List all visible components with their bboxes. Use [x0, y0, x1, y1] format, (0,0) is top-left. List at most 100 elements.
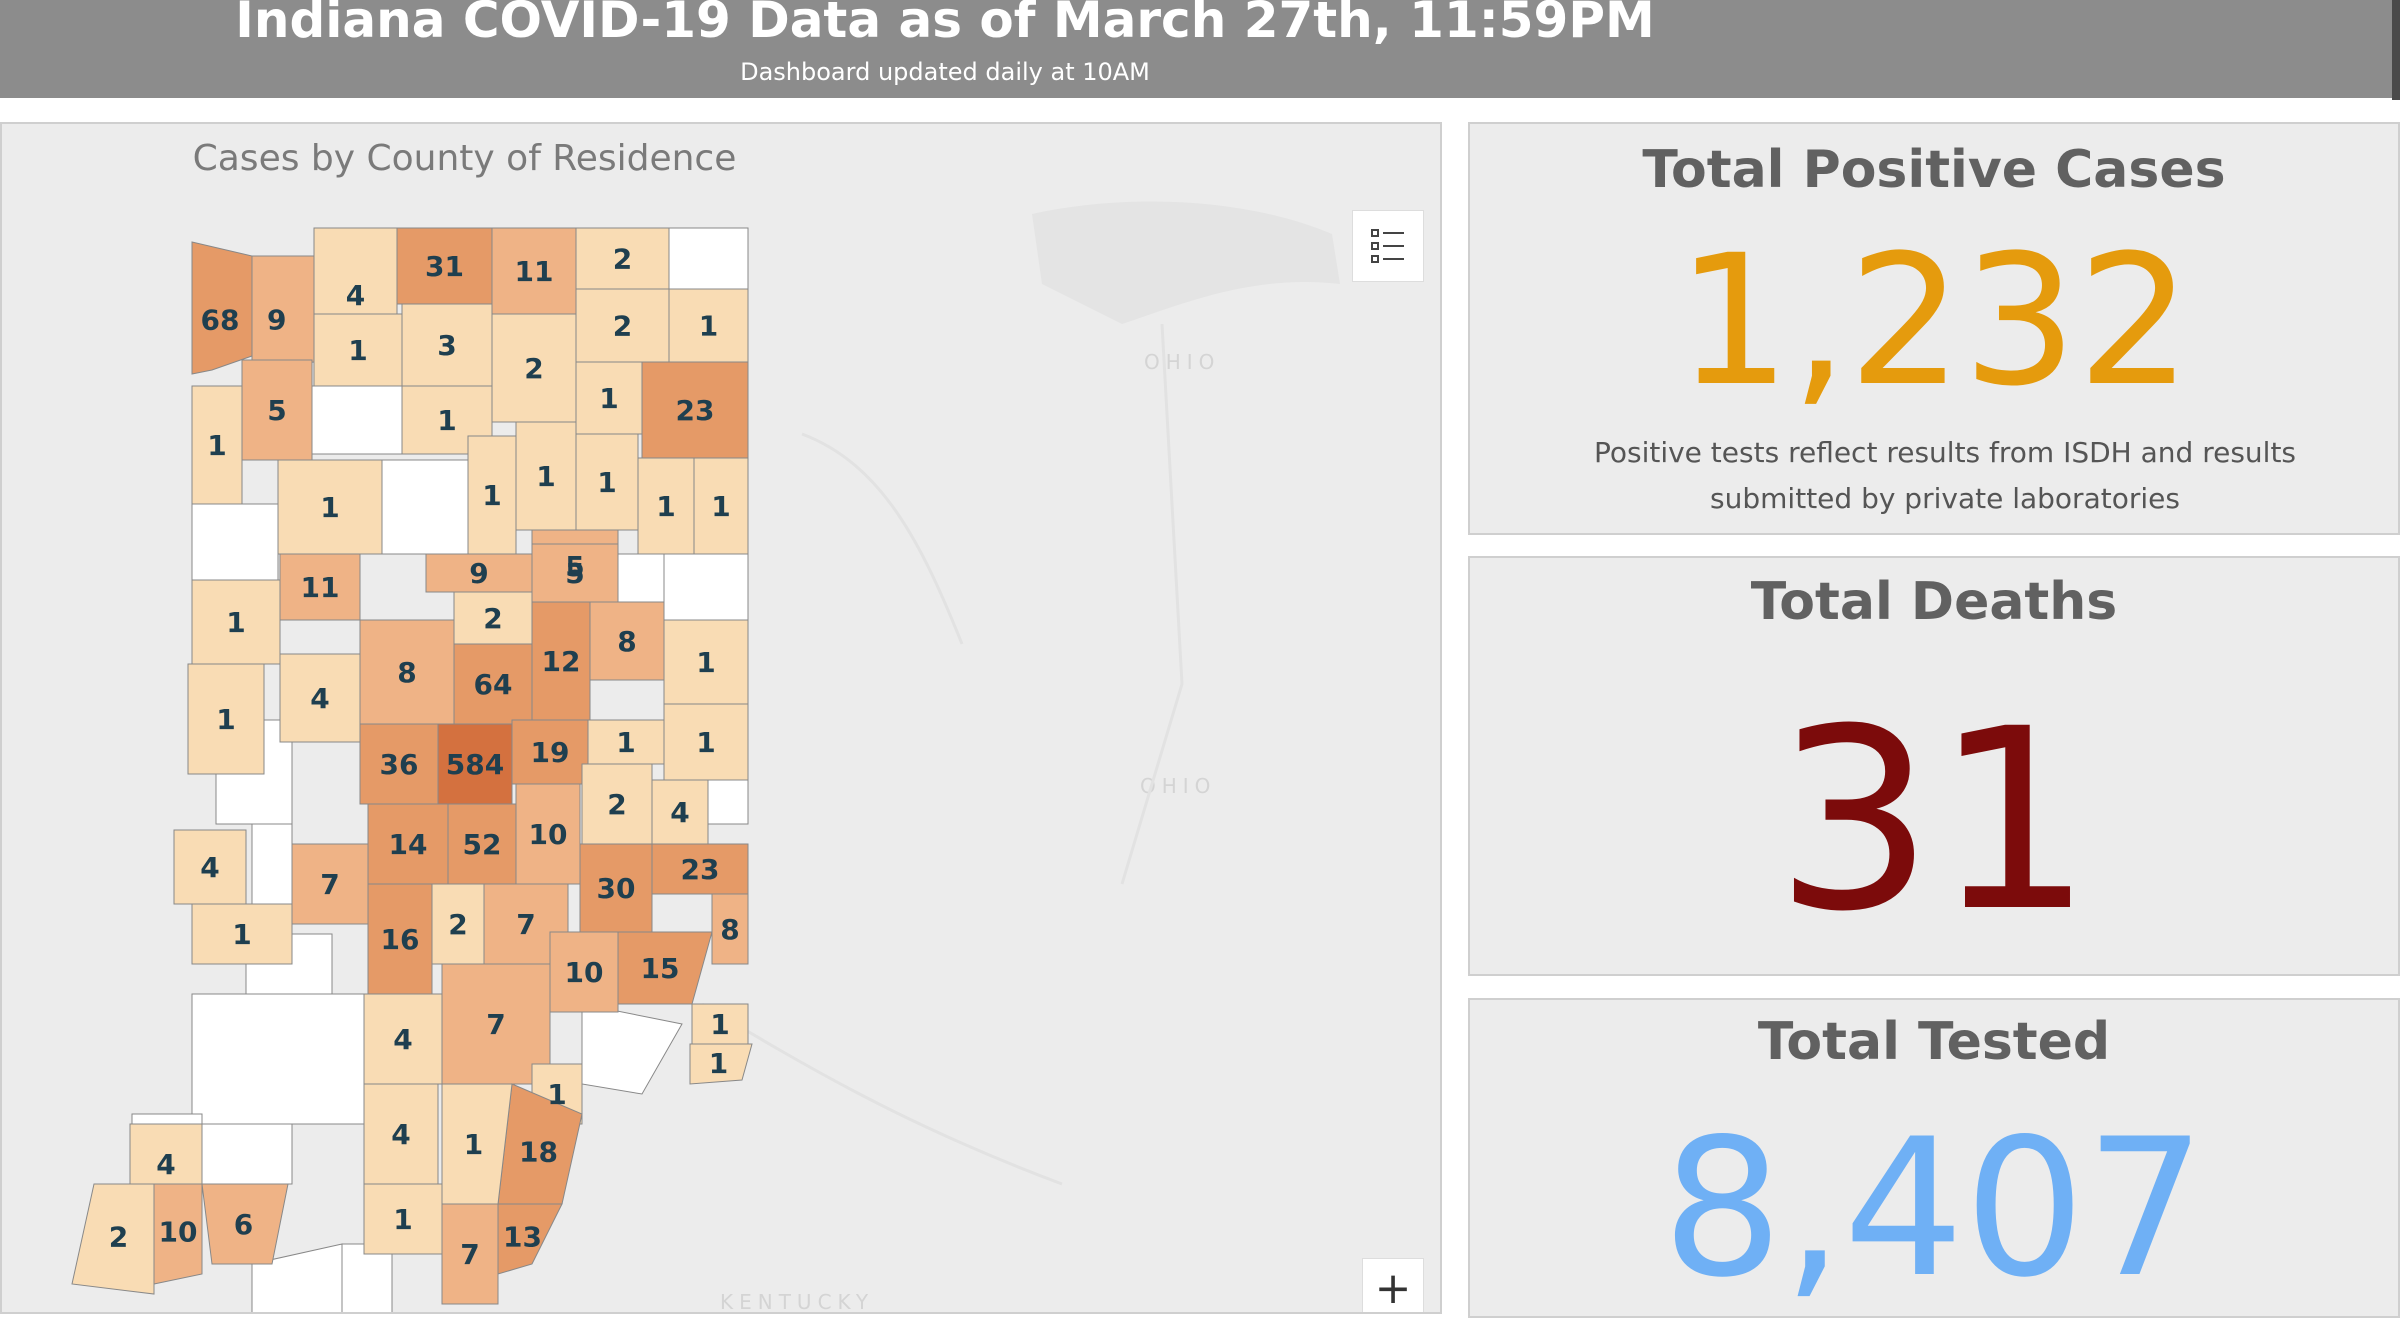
- county-case-count: 14: [389, 828, 428, 861]
- deaths-title: Total Deaths: [1750, 572, 2118, 632]
- county-case-count: 2: [524, 352, 543, 385]
- county-case-count: 1: [437, 404, 456, 437]
- county-case-count: 1: [696, 646, 715, 679]
- county-polygon[interactable]: [201, 1183, 289, 1265]
- county-case-count: 10: [529, 818, 568, 851]
- county-polygon[interactable]: [191, 385, 243, 505]
- county-polygon[interactable]: [711, 893, 749, 965]
- county-case-count: 1: [348, 334, 367, 367]
- county-case-count: 1: [711, 490, 730, 523]
- county-map-panel[interactable]: Cases by County of Residence OHIO OHIO K…: [0, 122, 1442, 1314]
- county-no-cases[interactable]: [311, 385, 403, 455]
- county-no-cases[interactable]: [663, 553, 749, 621]
- county-case-count: 5: [565, 557, 584, 590]
- county-case-count: 12: [542, 645, 581, 678]
- county-case-count: 1: [699, 310, 718, 343]
- county-case-count: 1: [232, 918, 251, 951]
- county-no-cases[interactable]: [251, 1243, 343, 1314]
- county-no-cases[interactable]: [667, 227, 749, 290]
- positive-cases-note: Positive tests reflect results from ISDH…: [1593, 436, 2297, 515]
- county-case-count: 2: [607, 788, 626, 821]
- county-case-count: 3: [437, 329, 456, 362]
- county-case-count: 9: [469, 557, 488, 590]
- county-case-count: 30: [597, 872, 636, 905]
- county-case-count: 19: [531, 736, 570, 769]
- county-no-cases[interactable]: [701, 779, 749, 825]
- basemap-lake: [1032, 201, 1340, 324]
- county-case-count: 23: [681, 853, 720, 886]
- county-polygon[interactable]: [153, 1183, 203, 1285]
- county-case-count: 8: [720, 913, 739, 946]
- county-polygon[interactable]: [191, 903, 293, 965]
- county-polygon[interactable]: [441, 1203, 499, 1305]
- county-case-count: 1: [226, 606, 245, 639]
- county-polygon[interactable]: [187, 663, 265, 775]
- county-case-count: 13: [503, 1221, 542, 1254]
- dashboard-header: Indiana COVID-19 Data as of March 27th, …: [0, 0, 2392, 98]
- county-case-count: 9: [267, 304, 286, 337]
- tested-card: Total Tested 8,407: [1468, 998, 2400, 1318]
- tested-value: 8,407: [1662, 1098, 2206, 1318]
- deaths-card: Total Deaths 31: [1468, 556, 2400, 976]
- county-case-count: 1: [599, 382, 618, 415]
- vertical-scrollbar[interactable]: [2392, 0, 2400, 100]
- county-polygon[interactable]: [191, 241, 253, 375]
- county-case-count: 11: [515, 255, 554, 288]
- county-no-cases[interactable]: [191, 993, 365, 1125]
- county-case-count: 23: [676, 394, 715, 427]
- positive-cases-card: Total Positive Cases 1,232 Positive test…: [1468, 122, 2400, 535]
- county-case-count: 8: [397, 656, 416, 689]
- legend-list-icon: [1371, 229, 1404, 263]
- basemap-borders: [701, 323, 1184, 1186]
- county-case-count: 2: [613, 310, 632, 343]
- county-case-count: 4: [391, 1118, 410, 1151]
- county-polygon[interactable]: [663, 703, 749, 781]
- deaths-value: 31: [1774, 675, 2094, 966]
- county-case-count: 16: [381, 923, 420, 956]
- county-polygon[interactable]: [531, 543, 619, 603]
- county-case-count: 1: [207, 429, 226, 462]
- county-case-count: 1: [709, 1047, 728, 1080]
- county-case-count: 4: [670, 796, 689, 829]
- map-title: Cases by County of Residence: [192, 138, 737, 179]
- county-case-count: 1: [536, 460, 555, 493]
- county-no-cases[interactable]: [191, 503, 279, 581]
- county-no-cases[interactable]: [381, 459, 469, 555]
- county-case-count: 7: [516, 908, 535, 941]
- county-polygon[interactable]: [277, 459, 383, 555]
- county-case-count: 7: [486, 1008, 505, 1041]
- county-case-count: 2: [483, 602, 502, 635]
- dashboard-subtitle: Dashboard updated daily at 10AM: [740, 58, 1150, 86]
- county-case-count: 1: [320, 491, 339, 524]
- county-case-count: 15: [641, 952, 680, 985]
- county-case-count: 1: [696, 726, 715, 759]
- county-case-count: 1: [616, 726, 635, 759]
- county-case-count: 36: [380, 748, 419, 781]
- county-no-cases[interactable]: [251, 823, 293, 905]
- zoom-in-button[interactable]: +: [1362, 1258, 1424, 1312]
- county-case-count: 2: [109, 1221, 128, 1254]
- positive-cases-value: 1,232: [1676, 217, 2192, 426]
- legend-button[interactable]: [1352, 210, 1424, 282]
- county-no-cases[interactable]: [581, 1003, 683, 1095]
- tested-title: Total Tested: [1757, 1012, 2111, 1072]
- county-case-count: 1: [547, 1078, 566, 1111]
- county-case-count: 4: [346, 279, 365, 312]
- county-polygon[interactable]: [689, 1043, 753, 1085]
- county-case-count: 2: [613, 243, 632, 276]
- county-case-count: 1: [482, 479, 501, 512]
- county-case-count: 4: [393, 1023, 412, 1056]
- county-polygon[interactable]: [71, 1183, 155, 1295]
- county-polygon[interactable]: [693, 457, 749, 555]
- county-case-count: 7: [460, 1238, 479, 1271]
- county-no-cases[interactable]: [201, 1123, 293, 1185]
- county-case-count: 1: [710, 1008, 729, 1041]
- county-no-cases[interactable]: [617, 553, 665, 603]
- county-case-count: 1: [464, 1128, 483, 1161]
- county-case-count: 7: [320, 868, 339, 901]
- county-case-count: 8: [617, 625, 636, 658]
- county-case-count: 6: [234, 1208, 253, 1241]
- county-case-count: 5: [565, 550, 584, 583]
